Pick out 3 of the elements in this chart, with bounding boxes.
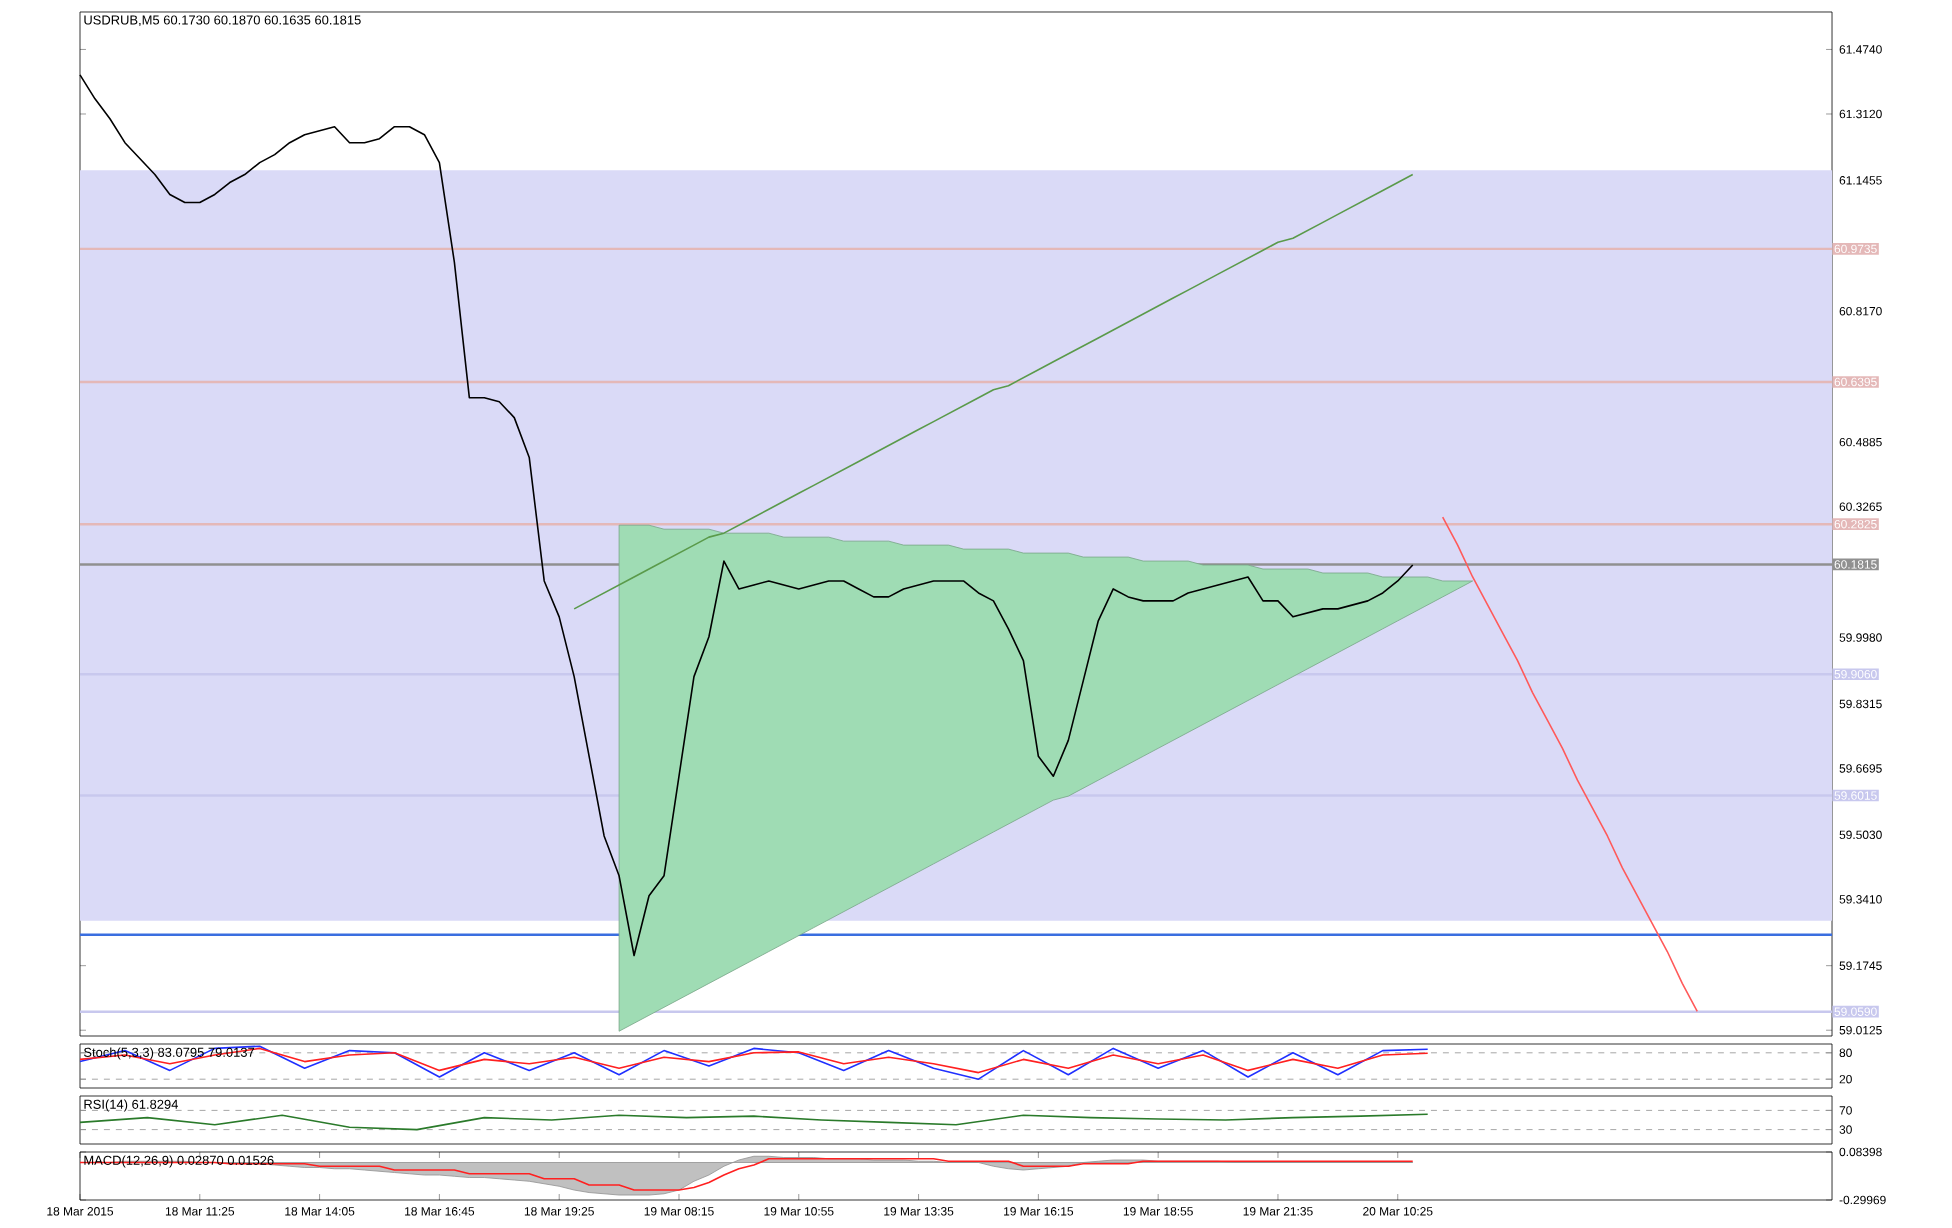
line-series <box>79 1045 1429 1080</box>
line-series <box>79 1047 1429 1074</box>
line-series <box>79 1113 1429 1131</box>
